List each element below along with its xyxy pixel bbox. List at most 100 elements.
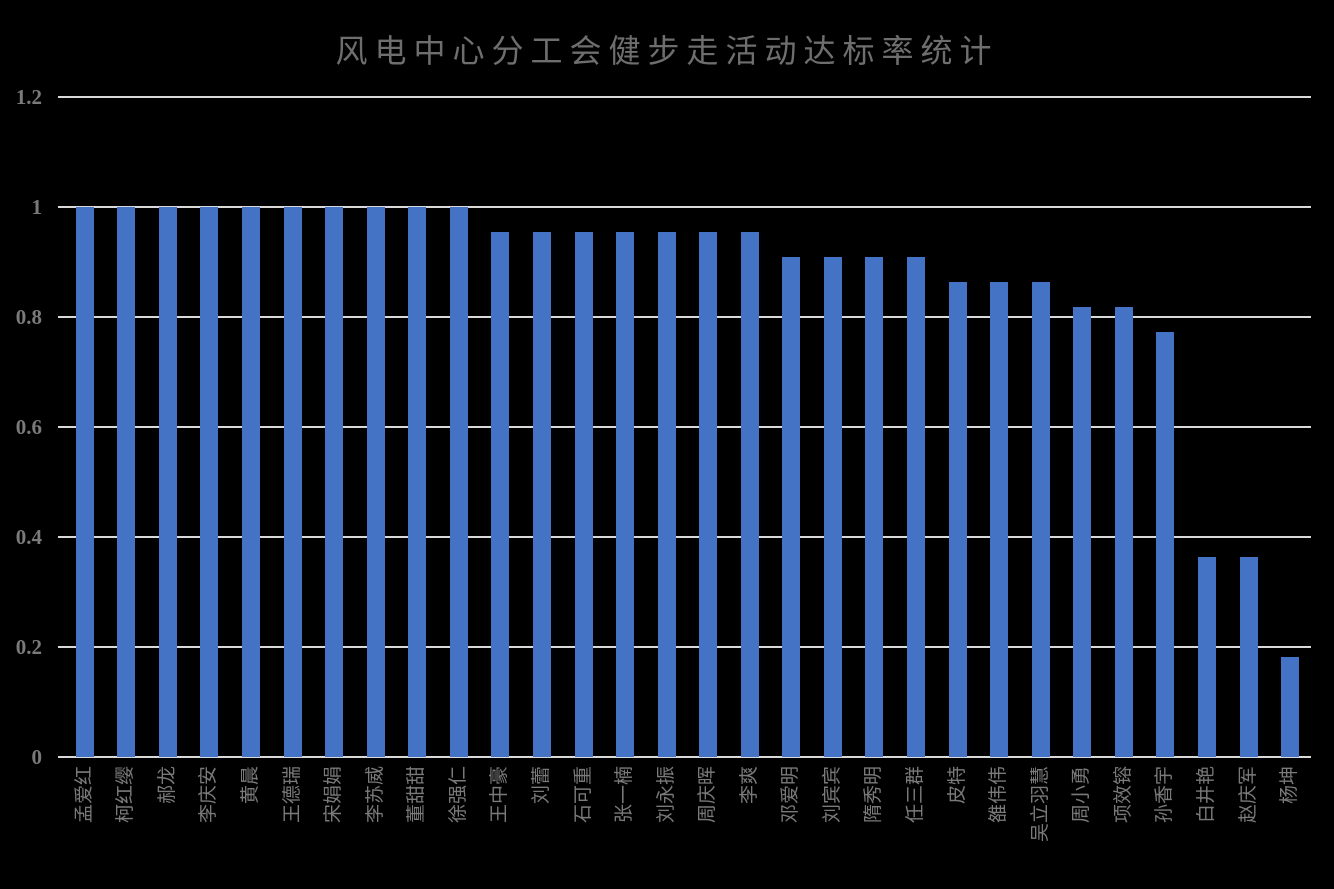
bar-slot xyxy=(272,97,314,757)
bar-slot xyxy=(1020,97,1062,757)
bar xyxy=(948,282,967,757)
x-axis-category-label: 石可重 xyxy=(572,766,594,824)
x-axis-label-slot: 李爽 xyxy=(729,761,771,871)
x-axis-category-label: 宋娟娟 xyxy=(323,766,345,824)
x-axis-label-slot: 宋娟娟 xyxy=(313,761,355,871)
x-axis-category-label: 李爽 xyxy=(738,766,760,805)
bar-slot xyxy=(230,97,272,757)
bar xyxy=(865,257,884,757)
bar-slot xyxy=(147,97,189,757)
bar xyxy=(325,207,344,757)
bar xyxy=(75,207,94,757)
y-axis-tick-label: 1 xyxy=(31,195,43,219)
chart-title: 风电中心分工会健步走活动达标率统计 xyxy=(335,33,999,69)
bar-slot xyxy=(604,97,646,757)
bar xyxy=(990,282,1009,757)
bar-slot xyxy=(854,97,896,757)
x-axis-category-label: 周庆晖 xyxy=(697,766,719,824)
gridlines xyxy=(58,96,1311,758)
bar-slot xyxy=(812,97,854,757)
bar-slot xyxy=(1062,97,1104,757)
x-axis-category-label: 赵庆军 xyxy=(1237,766,1259,824)
bar xyxy=(366,207,385,757)
gridline xyxy=(58,426,1311,428)
bar xyxy=(657,232,676,757)
x-axis-label-slot: 孟爱红 xyxy=(64,761,106,871)
x-axis-category-label: 王德瑞 xyxy=(281,766,303,824)
bar xyxy=(449,207,468,757)
x-axis-category-label: 黄晨 xyxy=(240,766,262,805)
y-axis-tick-label: 0 xyxy=(31,745,43,769)
gridline xyxy=(58,316,1311,318)
x-axis-category-label: 项效镕 xyxy=(1112,766,1134,824)
x-axis-category-label: 周小勇 xyxy=(1071,766,1093,824)
bar xyxy=(699,232,718,757)
y-axis-tick-label: 0.8 xyxy=(15,305,42,329)
bar xyxy=(823,257,842,757)
x-axis-label-slot: 周庆晖 xyxy=(687,761,729,871)
bar-slot xyxy=(771,97,813,757)
bar-slot xyxy=(189,97,231,757)
x-axis-category-label: 张一楠 xyxy=(614,766,636,824)
bar xyxy=(574,232,593,757)
x-axis-label-slot: 董甜甜 xyxy=(397,761,439,871)
bar xyxy=(1239,557,1258,757)
x-axis-label-slot: 吴立羽慧 xyxy=(1020,761,1062,871)
bar-slot xyxy=(1186,97,1228,757)
x-axis-label-slot: 柯红缨 xyxy=(106,761,148,871)
x-axis-category-label: 刘蕾 xyxy=(530,766,552,805)
bar xyxy=(491,232,510,757)
x-axis-label-slot: 李苏威 xyxy=(355,761,397,871)
x-axis-label-slot: 白井艳 xyxy=(1186,761,1228,871)
x-axis-label-slot: 张一楠 xyxy=(604,761,646,871)
x-axis-category-label: 邓爱明 xyxy=(780,766,802,824)
bar-slot xyxy=(563,97,605,757)
bar-slot xyxy=(355,97,397,757)
plot-area xyxy=(58,96,1311,758)
bar-slot xyxy=(64,97,106,757)
x-axis-category-labels: 孟爱红 柯红缨 郝龙 李庆安 黄晨 王德瑞 宋娟娟 李苏威 董甜甜 徐强仁 王中豪 刘蕾 石可重 张一楠刘… xyxy=(64,761,1311,871)
bar xyxy=(1156,332,1175,757)
x-axis-label-slot: 刘宾宾 xyxy=(812,761,854,871)
x-axis-label-slot: 杨坤 xyxy=(1269,761,1311,871)
x-axis-label-slot: 周小勇 xyxy=(1062,761,1104,871)
x-axis-category-label: 王中豪 xyxy=(489,766,511,824)
bar xyxy=(1197,557,1216,757)
y-axis-tick-label: 0.6 xyxy=(15,415,42,439)
bar-slot xyxy=(687,97,729,757)
x-axis-category-label: 杨坤 xyxy=(1279,766,1301,805)
bar-slot xyxy=(1145,97,1187,757)
x-axis-category-label: 隋秀明 xyxy=(863,766,885,824)
y-axis-tick-labels: 0 0.2 0.4 0.6 0.8 1 1.2 xyxy=(0,86,52,768)
bar-slot xyxy=(1269,97,1311,757)
bar xyxy=(1281,657,1300,757)
bar-slot xyxy=(313,97,355,757)
bar xyxy=(158,207,177,757)
x-axis-category-label: 董甜甜 xyxy=(406,766,428,824)
bar xyxy=(532,232,551,757)
bar xyxy=(1114,307,1133,757)
bar xyxy=(616,232,635,757)
bar-slot xyxy=(1228,97,1270,757)
x-axis-category-label: 白井艳 xyxy=(1195,766,1217,824)
x-axis-label-slot: 赵庆军 xyxy=(1228,761,1270,871)
x-axis-label-slot: 邓爱明 xyxy=(771,761,813,871)
x-axis-label-slot: 徐强仁 xyxy=(438,761,480,871)
bar xyxy=(283,207,302,757)
bar xyxy=(200,207,219,757)
bar-slot xyxy=(978,97,1020,757)
x-axis-label-slot: 刘蕾 xyxy=(521,761,563,871)
bar xyxy=(408,207,427,757)
x-axis-label-slot: 王德瑞 xyxy=(272,761,314,871)
x-axis-category-label: 雒伟伟 xyxy=(988,766,1010,824)
x-axis-label-slot: 刘永振 xyxy=(646,761,688,871)
x-axis-category-label: 刘永振 xyxy=(655,766,677,824)
gridline xyxy=(58,646,1311,648)
x-axis-category-label: 孟爱红 xyxy=(73,766,95,824)
x-axis-category-label: 吴立羽慧 xyxy=(1029,766,1051,843)
x-axis-category-label: 皮特 xyxy=(946,766,968,805)
bar-slot xyxy=(106,97,148,757)
gridline xyxy=(58,756,1311,758)
bar-slot xyxy=(438,97,480,757)
bar xyxy=(117,207,136,757)
